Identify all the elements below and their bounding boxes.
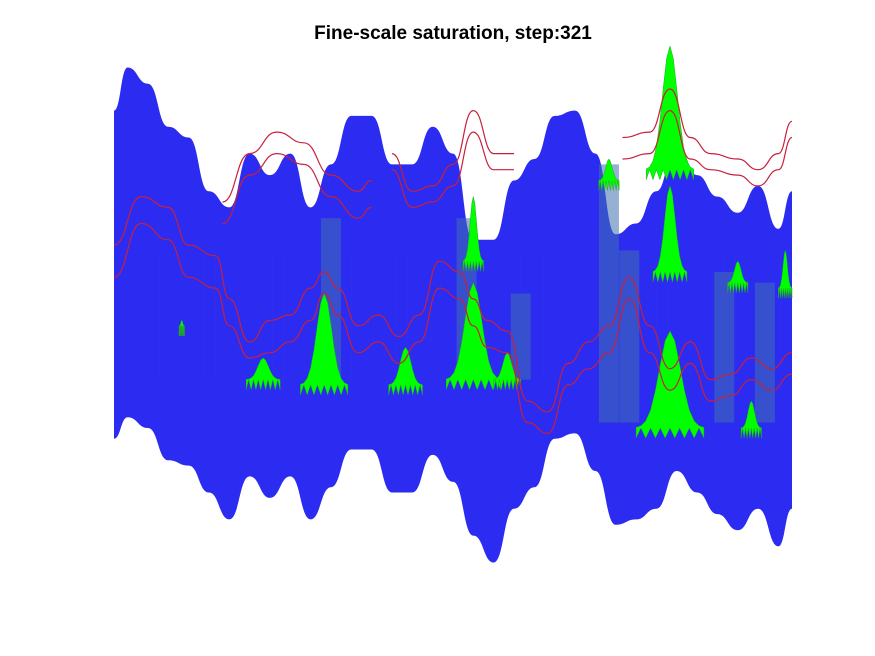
contour-line [113,195,793,413]
saturated-plume [727,260,749,293]
saturated-plume [635,330,705,439]
contour-line [622,109,793,187]
saturated-plume [178,319,185,336]
contour-line [222,131,372,203]
transition-column [619,250,640,423]
saturated-plume [300,292,349,396]
chart-title: Fine-scale saturation, step:321 [314,23,592,44]
saturated-plume [740,400,762,439]
saturated-plume [645,45,694,181]
contour-line [113,222,793,435]
saturated-plume [245,357,281,390]
contour-line [391,131,514,209]
contour-line [622,88,793,171]
saturated-plume [388,346,423,395]
contour-line [391,109,514,192]
saturated-plume [445,282,501,391]
transition-column [598,164,619,423]
plot-area [113,45,793,563]
saturated-plume [462,196,484,272]
transition-column [714,271,735,423]
saturated-plume [598,158,620,191]
saturated-plume [778,250,793,299]
contour-line [222,152,372,225]
transition-column [754,282,775,423]
saturated-plume [652,184,688,283]
